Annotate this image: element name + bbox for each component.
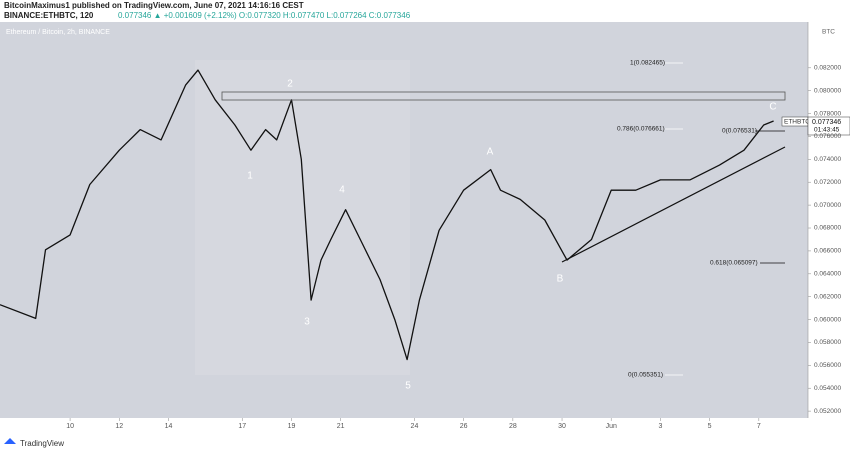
axis-unit: BTC (822, 29, 835, 36)
wave-label: 4 (339, 185, 345, 196)
y-tick-label: 0.066000 (814, 248, 841, 255)
wave-label: C (769, 102, 776, 113)
y-tick-label: 0.080000 (814, 87, 841, 94)
x-tick-label: 19 (288, 423, 296, 430)
trend-line (561, 146, 786, 263)
y-tick-label: 0.064000 (814, 271, 841, 278)
y-tick-label: 0.068000 (814, 225, 841, 232)
price-line (0, 69, 774, 361)
x-tick-label: 12 (115, 423, 123, 430)
symbol-line: BINANCE:ETHBTC, 120 (4, 11, 94, 20)
y-tick-label: 0.054000 (814, 385, 841, 392)
y-tick-label: 0.070000 (814, 202, 841, 209)
resistance-box (221, 91, 786, 101)
fib-label: 0.618(0.065097) (710, 260, 758, 267)
y-tick-label: 0.058000 (814, 339, 841, 346)
logo-text: TradingView (20, 439, 64, 448)
x-tick-label: 5 (708, 423, 712, 430)
logo-icon (4, 438, 16, 444)
y-tick-label: 0.076000 (814, 133, 841, 140)
x-tick-label: 28 (509, 423, 517, 430)
y-tick-label: 0.052000 (814, 408, 841, 415)
countdown: 01:43:45 (814, 127, 840, 134)
y-tick-label: 0.082000 (814, 64, 841, 71)
fib-label: 0(0.055351) (628, 372, 663, 379)
y-tick-label: 0.060000 (814, 316, 841, 323)
y-tick-label: 0.062000 (814, 293, 841, 300)
x-tick-label: 24 (411, 423, 419, 430)
y-tick-label: 0.074000 (814, 156, 841, 163)
x-tick-label: 30 (558, 423, 566, 430)
x-tick-label: 7 (757, 423, 761, 430)
fib-label: 0(0.076531) (722, 128, 757, 135)
x-tick-label: 17 (238, 423, 246, 430)
y-tick-label: 0.078000 (814, 110, 841, 117)
wave-label: 1 (247, 171, 253, 182)
wave-label: A (487, 147, 494, 158)
symbol-tag-text: ETHBTC (784, 119, 810, 126)
fib-label: 0.786(0.076661) (617, 126, 665, 133)
x-tick-label: 3 (658, 423, 662, 430)
wave-label: 5 (405, 381, 411, 392)
publisher: BitcoinMaximus1 published on TradingView… (4, 1, 304, 10)
fib-label: 1(0.082465) (630, 60, 665, 67)
y-tick-label: 0.056000 (814, 362, 841, 369)
price-tag (807, 116, 850, 136)
wave-label: 3 (304, 317, 310, 328)
x-tick-label: 21 (337, 423, 345, 430)
x-tick-label: 26 (460, 423, 468, 430)
wave-label: 2 (287, 79, 293, 90)
y-tick-label: 0.072000 (814, 179, 841, 186)
highlight-zone (195, 60, 410, 375)
pane-title: Ethereum / Bitcoin, 2h, BINANCE (6, 29, 110, 36)
x-tick-label: 14 (165, 423, 173, 430)
x-tick-label: Jun (606, 423, 617, 430)
x-tick-label: 10 (66, 423, 74, 430)
price-tag-text: 0.077346 (812, 119, 841, 126)
wave-label: B (557, 274, 564, 285)
price-line: 0.077346 ▲ +0.001609 (+2.12%) O:0.077320… (118, 11, 411, 20)
